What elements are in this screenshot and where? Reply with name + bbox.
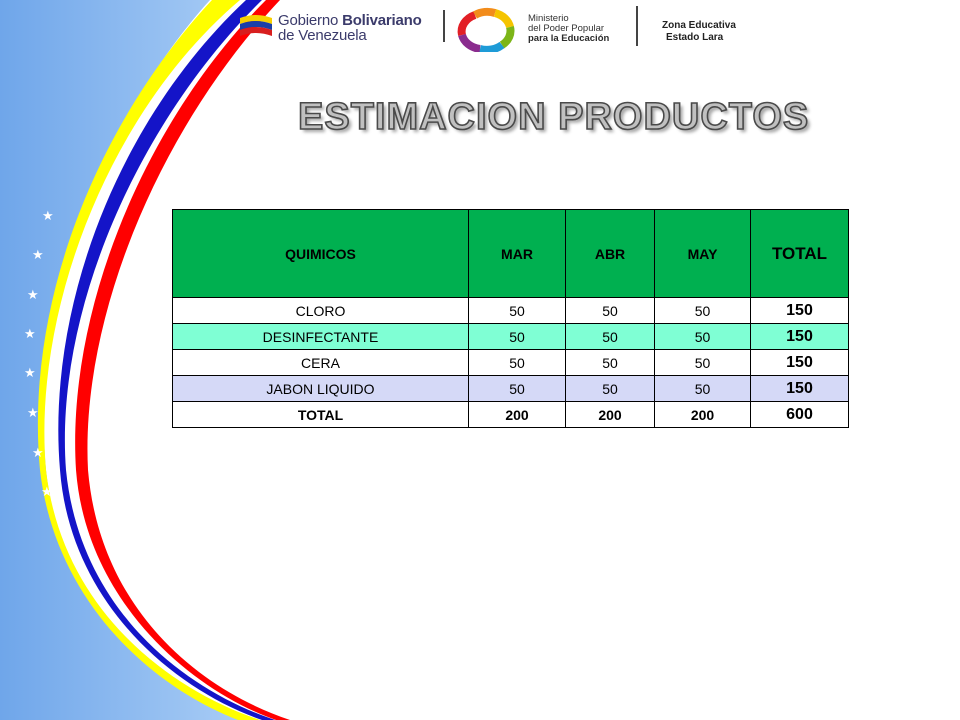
gobierno-word: Gobierno xyxy=(278,12,339,29)
zona-line2: Estado Lara xyxy=(666,32,724,43)
mar-total-cell: 200 xyxy=(468,401,566,428)
total-label-cell: TOTAL xyxy=(172,401,469,428)
ministerio-line3: para la Educación xyxy=(528,33,610,44)
table-row: JABON LIQUIDO 50 50 50 150 xyxy=(172,375,849,402)
product-name-cell: CERA xyxy=(172,349,469,376)
table-row: DESINFECTANTE 50 50 50 150 xyxy=(172,323,849,350)
may-cell: 50 xyxy=(654,375,751,402)
product-name-cell: CLORO xyxy=(172,297,469,324)
zona-educativa-text: Zona Educativa Estado Lara xyxy=(662,20,736,44)
venezuela-flag-icon xyxy=(240,15,272,36)
gobierno-bolivariano-logo: Gobierno Bolivariano de Venezuela xyxy=(238,8,443,48)
white-star-icon: ★ xyxy=(42,209,54,224)
white-star-icon: ★ xyxy=(41,485,53,500)
column-header-quimicos: QUIMICOS xyxy=(172,209,469,298)
may-cell: 50 xyxy=(654,297,751,324)
ministerio-text: Ministerio del Poder Popular para la Edu… xyxy=(528,14,609,44)
white-star-icon: ★ xyxy=(24,327,36,342)
header: Gobierno Bolivariano de Venezuela Minist… xyxy=(0,0,960,60)
mar-cell: 50 xyxy=(468,323,566,350)
white-star-icon: ★ xyxy=(32,446,44,461)
column-header-abr: ABR xyxy=(565,209,655,298)
white-star-icon: ★ xyxy=(24,366,36,381)
column-header-mar: MAR xyxy=(468,209,566,298)
ministerio-logo: Ministerio del Poder Popular para la Edu… xyxy=(450,5,632,52)
abr-cell: 50 xyxy=(565,375,655,402)
abr-cell: 50 xyxy=(565,349,655,376)
abr-total-cell: 200 xyxy=(565,401,655,428)
product-name-cell: DESINFECTANTE xyxy=(172,323,469,350)
zona-line1: Zona Educativa xyxy=(662,20,736,31)
column-header-total: TOTAL xyxy=(750,209,849,298)
ministerio-ring-icon xyxy=(457,7,515,52)
header-separator-2 xyxy=(636,6,638,46)
row-total-cell: 150 xyxy=(750,323,849,350)
row-total-cell: 150 xyxy=(750,297,849,324)
table-header-row: QUIMICOS MAR ABR MAY TOTAL xyxy=(172,209,849,298)
table-total-row: TOTAL 200 200 200 600 xyxy=(172,401,849,428)
mar-cell: 50 xyxy=(468,297,566,324)
abr-cell: 50 xyxy=(565,323,655,350)
mar-cell: 50 xyxy=(468,349,566,376)
table-row: CLORO 50 50 50 150 xyxy=(172,297,849,324)
row-total-cell: 150 xyxy=(750,375,849,402)
white-star-icon: ★ xyxy=(32,248,44,263)
estimation-table: QUIMICOS MAR ABR MAY TOTAL CLORO 50 50 5… xyxy=(172,209,849,428)
column-header-may: MAY xyxy=(654,209,751,298)
white-star-icon: ★ xyxy=(27,288,39,303)
mar-cell: 50 xyxy=(468,375,566,402)
bolivariano-word: Bolivariano xyxy=(342,12,422,29)
gobierno-text: Gobierno Bolivariano de Venezuela xyxy=(278,13,422,43)
white-star-icon: ★ xyxy=(27,406,39,421)
page-title: ESTIMACION PRODUCTOS xyxy=(297,95,810,139)
ministerio-line2: del Poder Popular xyxy=(528,23,605,34)
header-separator xyxy=(443,10,445,42)
ministerio-line1: Ministerio xyxy=(528,13,569,24)
row-total-cell: 150 xyxy=(750,349,849,376)
table-row: CERA 50 50 50 150 xyxy=(172,349,849,376)
may-cell: 50 xyxy=(654,323,751,350)
may-cell: 50 xyxy=(654,349,751,376)
grand-total-cell: 600 xyxy=(750,401,849,428)
may-total-cell: 200 xyxy=(654,401,751,428)
product-name-cell: JABON LIQUIDO xyxy=(172,375,469,402)
abr-cell: 50 xyxy=(565,297,655,324)
de-venezuela-text: de Venezuela xyxy=(278,27,367,44)
